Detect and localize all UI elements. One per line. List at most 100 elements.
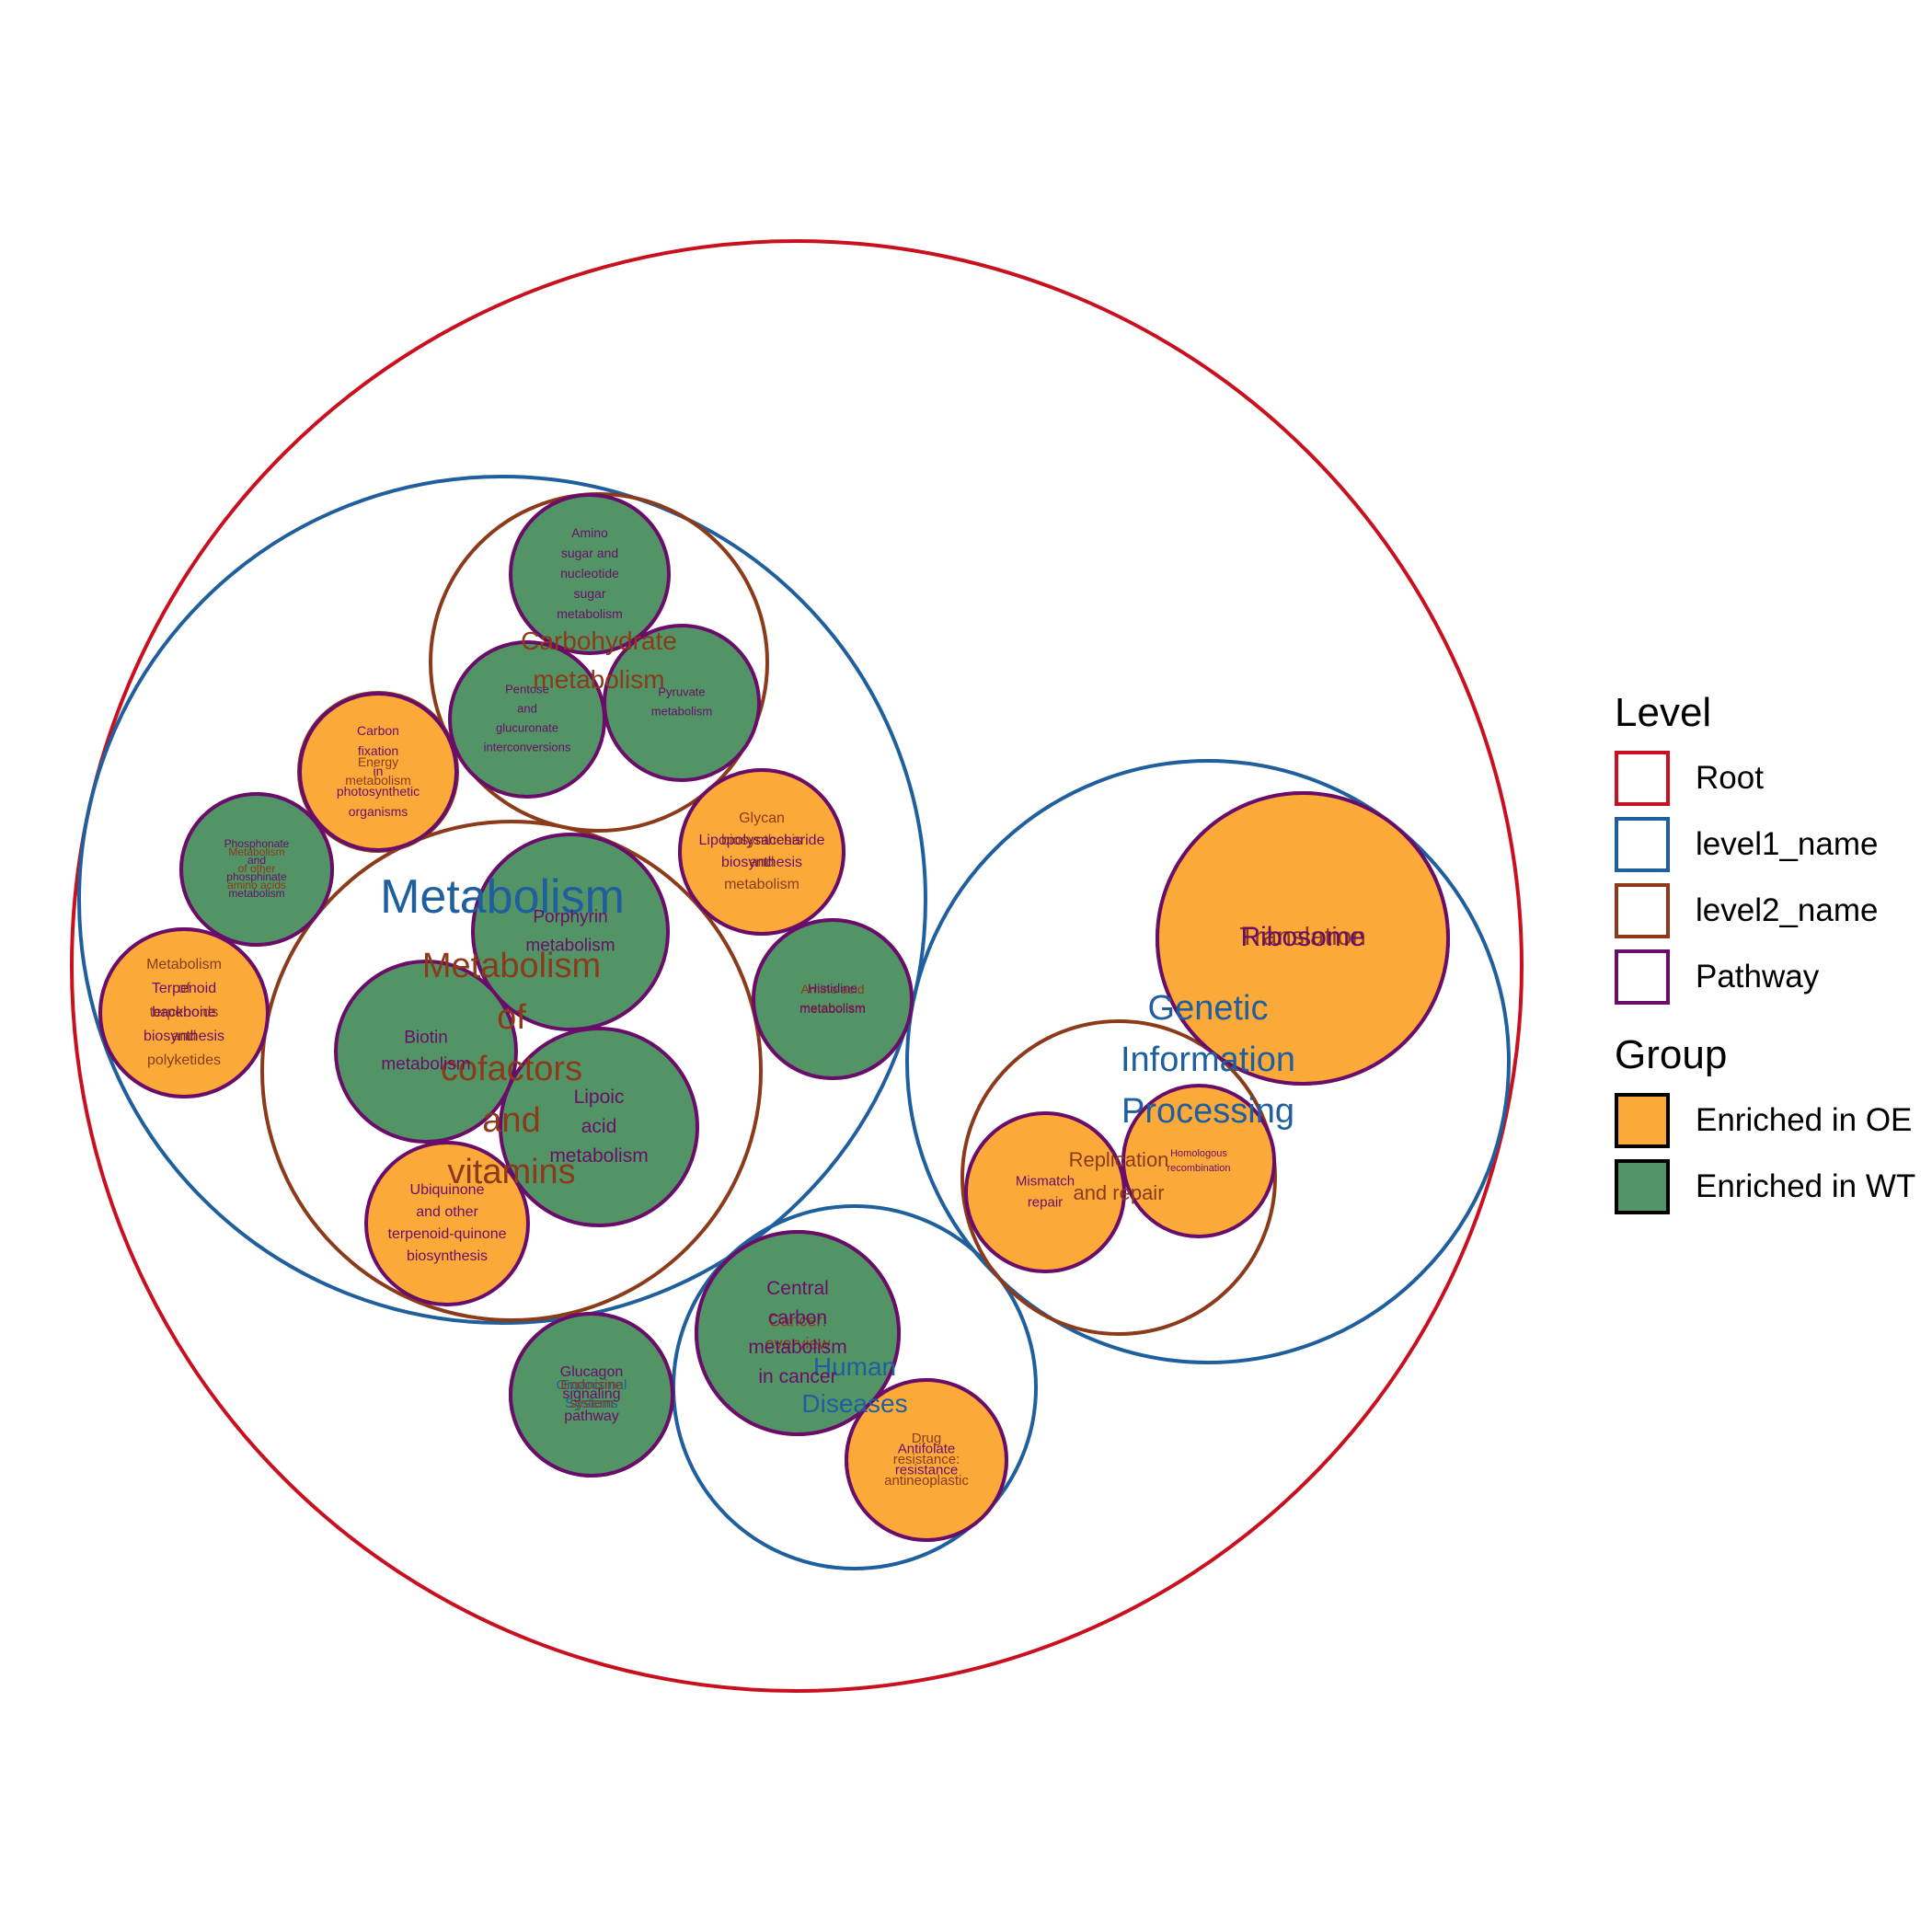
l2-glycan-biosynthesis-and-metabolism-label-line: biosynthesis (721, 833, 802, 848)
l2-metabolism-of-terpenoids-and-polyketides-label: Metabolism of terpenoids and polyketides (146, 957, 222, 1068)
l2-translation-label: Translation (1239, 922, 1365, 950)
pw-phosphonate-label-line: Phosphonate (224, 837, 290, 850)
pw-histidine-label-line: Histidine (808, 981, 857, 995)
l2-metabolism-of-cofactors-and-vitamins-label-line: Metabolism (422, 947, 601, 985)
pw-lipopolysaccharide-label-line: biosynthesis (721, 855, 802, 870)
l2-replication-and-repair-label-line: and repair (1073, 1181, 1164, 1204)
l2-energy-metabolism-label-line: Energy (358, 754, 398, 769)
legend-label-enriched-oe: Enriched in OE (1696, 1102, 1913, 1138)
l2-amino-acid-metabolism-label-line: metabolism (799, 1000, 866, 1015)
pw-pyruvate-label: Pyruvate metabolism (651, 685, 712, 719)
pw-amino-sugar-label-line: nucleotide (560, 566, 619, 581)
label-layer: Metabolism Genetic Information Processing Hu… (144, 525, 1366, 1489)
pw-terpenoid-backbone-label: Terpenoid backbone biosynthesis (144, 981, 224, 1044)
pw-amino-sugar-label: Amino sugar and nucleotide sugar metabolism (557, 525, 623, 621)
l2-metabolism-of-other-amino-acids-label-line: amino acids (227, 879, 286, 891)
l1-metabolism-label-line: Metabolism (380, 870, 625, 924)
pw-lipopolysaccharide-label: Lipopolysaccharide biosynthesis (699, 833, 825, 870)
l1-organismal-systems-label-line: Organismal (557, 1377, 627, 1393)
pw-pyruvate-label-line: Pyruvate (658, 685, 705, 699)
pw-porphyrin-label-line: metabolism (525, 937, 615, 956)
legend-label-level1: level1_name (1696, 826, 1879, 862)
pw-carbon-fixation-label-line: in (374, 764, 384, 778)
legend-label-root: Root (1696, 760, 1764, 796)
l1-genetic-information-processing-circle (905, 759, 1511, 1364)
pw-pentose-glucuronate-label-line: interconversions (484, 741, 571, 754)
pw-phosphonate-label-line: and (247, 854, 266, 867)
l1-human-diseases-label-line: Diseases (801, 1389, 907, 1418)
circle-layer (70, 239, 1524, 1693)
pw-ribosome-label-line: Ribosome (1240, 922, 1364, 952)
pw-lipoic-acid-circle (499, 1027, 699, 1227)
pw-pentose-glucuronate-label-line: Pentose (505, 683, 549, 696)
pw-amino-sugar-label-line: metabolism (557, 606, 623, 621)
pw-antifolate-label: Antifolate resistance (895, 1441, 958, 1478)
l2-carbohydrate-metabolism-label-line: metabolism (533, 665, 664, 694)
pw-central-carbon-label: Central carbon metabolism in cancer (748, 1278, 846, 1387)
pw-ubiquinone-circle (364, 1141, 530, 1306)
legend-label-level2: level2_name (1696, 892, 1879, 928)
pw-ubiquinone-label-line: Ubiquinone (410, 1182, 485, 1198)
pw-pyruvate-label-line: metabolism (651, 705, 712, 719)
l2-replication-and-repair-label-line: Replication (1069, 1148, 1169, 1171)
legend: Level Root level1_name level2_name Pathw… (1615, 681, 1927, 1220)
legend-label-pathway: Pathway (1696, 959, 1820, 995)
pw-pentose-glucuronate-label: Pentose and glucuronate interconversions (484, 683, 571, 754)
l2-cancer-overview-label-line: overview (765, 1334, 831, 1352)
legend-group-title: Group (1615, 1032, 1728, 1077)
pw-lipoic-acid-label-line: acid (581, 1116, 617, 1137)
l2-endocrine-system-label: Endocrine system (560, 1377, 623, 1411)
pw-carbon-fixation-label-line: fixation (358, 743, 398, 758)
pw-terpenoid-backbone-label-line: backbone (152, 1005, 215, 1020)
pw-terpenoid-backbone-label-line: Terpenoid (152, 981, 216, 996)
l2-endocrine-system-label-line: Endocrine (560, 1377, 623, 1393)
l1-metabolism-label: Metabolism (380, 870, 625, 924)
pw-amino-sugar-label-line: sugar (573, 586, 605, 601)
l2-glycan-biosynthesis-and-metabolism-label-line: and (750, 855, 775, 870)
pw-lipoic-acid-label-line: metabolism (549, 1145, 648, 1167)
pw-homologous-recombination-label-line: Homologous (1170, 1148, 1227, 1159)
l2-glycan-biosynthesis-and-metabolism-label-line: Glycan (739, 811, 785, 826)
l2-translation-label-line: Translation (1239, 922, 1365, 950)
pw-amino-sugar-label-line: sugar and (561, 546, 618, 560)
pw-phosphonate-label-line: metabolism (228, 887, 284, 900)
pw-biotin-label-line: metabolism (381, 1055, 470, 1075)
l2-replication-and-repair-circle (960, 1019, 1277, 1336)
pw-amino-sugar-circle (509, 493, 671, 655)
l2-metabolism-of-cofactors-and-vitamins-label-line: and (482, 1101, 540, 1140)
pw-phosphonate-label: Phosphonate and phosphinate metabolism (224, 837, 290, 900)
pw-carbon-fixation-label: Carbon fixation in photosynthetic organisms (337, 723, 420, 819)
legend-item-root: Root (1615, 745, 1927, 811)
l1-human-diseases-label-line: Human (813, 1352, 896, 1381)
l2-metabolism-of-other-amino-acids-label: Metabolism of other amino acids (227, 845, 286, 891)
pw-antifolate-label-line: resistance (895, 1462, 958, 1478)
l1-metabolism-circle (77, 475, 927, 1325)
root-circle (70, 239, 1524, 1693)
l2-metabolism-of-terpenoids-and-polyketides-label-line: and (172, 1029, 197, 1044)
pw-glucagon-label-line: pathway (564, 1409, 619, 1424)
legend-item-level1: level1_name (1615, 811, 1927, 878)
l2-energy-metabolism-label-line: metabolism (345, 773, 411, 788)
legend-key-enriched-wt (1615, 1159, 1670, 1214)
l1-genetic-information-processing-label: Genetic Information Processing (1121, 989, 1295, 1131)
pw-central-carbon-label-line: in cancer (758, 1366, 836, 1387)
pw-biotin-label-line: Biotin (404, 1029, 448, 1048)
pw-pentose-glucuronate-label-line: glucuronate (496, 721, 558, 735)
l2-metabolism-of-cofactors-and-vitamins-label-line: vitamins (447, 1153, 575, 1191)
l2-drug-resistance-antineoplastic-label-line: Drug (912, 1431, 942, 1446)
pw-antifolate-label-line: Antifolate (898, 1441, 956, 1456)
legend-item-pathway: Pathway (1615, 944, 1927, 1010)
pw-phosphonate-label-line: phosphinate (226, 870, 287, 883)
l2-metabolism-of-terpenoids-and-polyketides-label-line: of (178, 981, 190, 996)
l2-carbohydrate-metabolism-label-line: Carbohydrate (521, 627, 677, 655)
pw-lipoic-acid-label: Lipoic acid metabolism (549, 1087, 648, 1167)
legend-item-enriched-wt: Enriched in WT (1615, 1154, 1927, 1220)
pw-ubiquinone-label: Ubiquinone and other terpenoid-quinone bios… (388, 1182, 507, 1264)
l2-glycan-biosynthesis-and-metabolism-label: Glycan biosynthesis and metabolism (721, 811, 802, 892)
pw-histidine-circle (752, 918, 914, 1080)
pw-homologous-recombination-label-line: recombination (1167, 1163, 1230, 1174)
pw-ribosome-label: Ribosome (1240, 922, 1364, 952)
legend-item-enriched-oe: Enriched in OE (1615, 1087, 1927, 1154)
l1-human-diseases-label: Human Diseases (801, 1352, 907, 1418)
